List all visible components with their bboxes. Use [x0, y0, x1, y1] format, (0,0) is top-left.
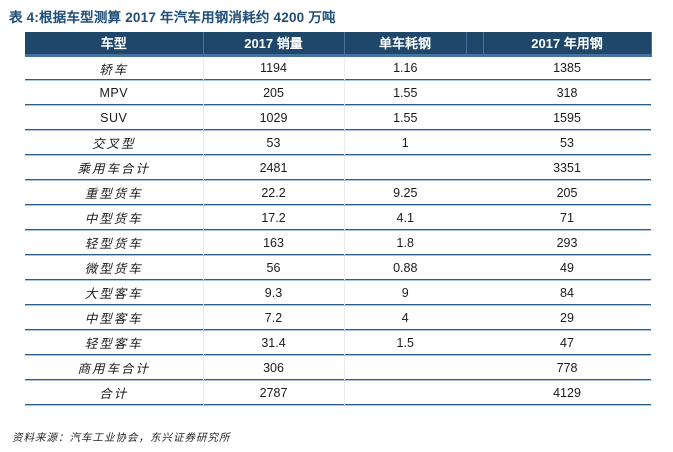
steel-per-unit-cell: 0.88 — [343, 255, 466, 281]
steel-usage-2017-cell: 3351 — [483, 155, 651, 181]
steel-per-unit-cell: 4.1 — [343, 205, 466, 231]
spacer-cell — [466, 130, 483, 156]
table-row: 轻型客车 31.4 1.5 47 — [25, 330, 651, 356]
data-source-note: 资料来源：汽车工业协会，东兴证券研究所 — [12, 432, 231, 444]
sales-2017-cell: 205 — [202, 80, 344, 106]
sales-2017-cell: 1029 — [202, 105, 344, 131]
spacer-cell — [466, 380, 483, 406]
steel-per-unit-cell — [343, 380, 466, 406]
table-row: 中型货车 17.2 4.1 71 — [25, 205, 651, 231]
vehicle-type-cell: 交叉型 — [25, 130, 203, 156]
table-header-row: 车型 2017 销量 单车耗钢 2017 年用钢 — [25, 32, 652, 57]
steel-per-unit-cell: 9 — [343, 280, 466, 306]
table-row: 乘用车合计 2481 3351 — [25, 155, 651, 181]
spacer-cell — [466, 105, 483, 131]
steel-usage-2017-cell: 71 — [483, 205, 651, 231]
column-header-2017-steel-usage: 2017 年用钢 — [482, 32, 652, 57]
table-row: 轿车 1194 1.16 1385 — [25, 55, 651, 81]
vehicle-type-cell: 中型客车 — [25, 305, 203, 331]
steel-per-unit-cell: 1.8 — [343, 230, 466, 256]
spacer-cell — [466, 230, 483, 256]
spacer-cell — [466, 255, 483, 281]
sales-2017-cell: 2787 — [202, 380, 344, 406]
spacer-cell — [466, 330, 483, 356]
sales-2017-cell: 17.2 — [202, 205, 344, 231]
steel-per-unit-cell: 9.25 — [343, 180, 466, 206]
table-row: SUV 1029 1.55 1595 — [25, 105, 651, 131]
sales-2017-cell: 56 — [202, 255, 344, 281]
table-body: 轿车 1194 1.16 1385 MPV 205 1.55 318 SUV 1029 1.55 15… — [25, 55, 651, 406]
steel-per-unit-cell: 1.5 — [343, 330, 466, 356]
column-header-2017-sales: 2017 销量 — [202, 32, 344, 57]
steel-usage-2017-cell: 318 — [483, 80, 651, 106]
steel-usage-2017-cell: 4129 — [483, 380, 651, 406]
steel-per-unit-cell: 1.55 — [343, 105, 466, 131]
sales-2017-cell: 9.3 — [202, 280, 344, 306]
vehicle-type-cell: 大型客车 — [25, 280, 203, 306]
sales-2017-cell: 306 — [202, 355, 344, 381]
sales-2017-cell: 53 — [202, 130, 344, 156]
spacer-cell — [466, 155, 483, 181]
steel-usage-2017-cell: 84 — [483, 280, 651, 306]
spacer-cell — [466, 55, 483, 81]
steel-per-unit-cell: 1.55 — [343, 80, 466, 106]
steel-per-unit-cell: 1.16 — [343, 55, 466, 81]
table-row: 商用车合计 306 778 — [25, 355, 651, 381]
sales-2017-cell: 31.4 — [202, 330, 344, 356]
steel-usage-2017-cell: 293 — [483, 230, 651, 256]
column-header-spacer — [465, 32, 483, 57]
steel-per-unit-cell — [343, 155, 466, 181]
vehicle-type-cell: 轻型货车 — [25, 230, 203, 256]
vehicle-type-cell: 商用车合计 — [25, 355, 203, 381]
steel-per-unit-cell — [343, 355, 466, 381]
spacer-cell — [466, 355, 483, 381]
spacer-cell — [466, 80, 483, 106]
vehicle-type-cell: 轻型客车 — [25, 330, 203, 356]
vehicle-type-cell: 重型货车 — [25, 180, 203, 206]
vehicle-type-cell: 轿车 — [25, 55, 203, 81]
steel-usage-2017-cell: 778 — [483, 355, 651, 381]
steel-usage-2017-cell: 47 — [483, 330, 651, 356]
steel-consumption-table: 车型 2017 销量 单车耗钢 2017 年用钢 轿车 1194 1.16 1385 M… — [25, 32, 652, 406]
spacer-cell — [466, 205, 483, 231]
table-row: 中型客车 7.2 4 29 — [25, 305, 651, 331]
steel-usage-2017-cell: 49 — [483, 255, 651, 281]
sales-2017-cell: 22.2 — [202, 180, 344, 206]
vehicle-type-cell: MPV — [25, 80, 203, 106]
steel-usage-2017-cell: 29 — [483, 305, 651, 331]
steel-per-unit-cell: 1 — [343, 130, 466, 156]
table-row: 重型货车 22.2 9.25 205 — [25, 180, 651, 206]
column-header-vehicle-type: 车型 — [25, 32, 203, 57]
spacer-cell — [466, 180, 483, 206]
vehicle-type-cell: 合计 — [25, 380, 203, 406]
steel-usage-2017-cell: 1595 — [483, 105, 651, 131]
steel-usage-2017-cell: 1385 — [483, 55, 651, 81]
column-header-steel-per-unit: 单车耗钢 — [343, 32, 466, 57]
table-title: 表 4:根据车型测算 2017 年汽车用钢消耗约 4200 万吨 — [9, 10, 336, 25]
sales-2017-cell: 163 — [202, 230, 344, 256]
table-row: 交叉型 53 1 53 — [25, 130, 651, 156]
table-row: MPV 205 1.55 318 — [25, 80, 651, 106]
table-row: 合计 2787 4129 — [25, 380, 651, 406]
sales-2017-cell: 1194 — [202, 55, 344, 81]
vehicle-type-cell: SUV — [25, 105, 203, 131]
steel-usage-2017-cell: 205 — [483, 180, 651, 206]
vehicle-type-cell: 乘用车合计 — [25, 155, 203, 181]
vehicle-type-cell: 中型货车 — [25, 205, 203, 231]
sales-2017-cell: 2481 — [202, 155, 344, 181]
vehicle-type-cell: 微型货车 — [25, 255, 203, 281]
spacer-cell — [466, 280, 483, 306]
spacer-cell — [466, 305, 483, 331]
steel-per-unit-cell: 4 — [343, 305, 466, 331]
table-row: 轻型货车 163 1.8 293 — [25, 230, 651, 256]
sales-2017-cell: 7.2 — [202, 305, 344, 331]
table-row: 大型客车 9.3 9 84 — [25, 280, 651, 306]
table-row: 微型货车 56 0.88 49 — [25, 255, 651, 281]
steel-usage-2017-cell: 53 — [483, 130, 651, 156]
